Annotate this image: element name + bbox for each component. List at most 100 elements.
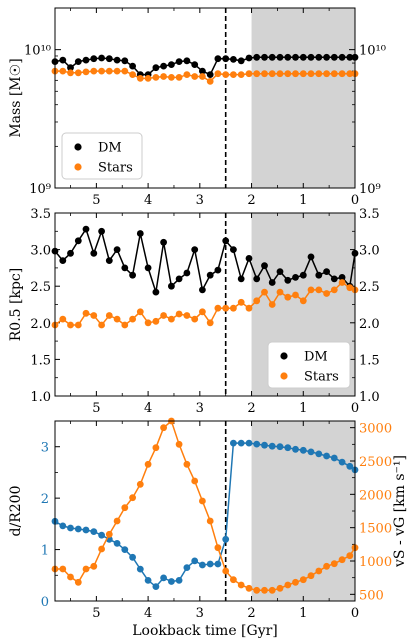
data-point-velocity (284, 581, 292, 589)
x-tick-label: 5 (92, 401, 100, 416)
y-tick-label-left: 2 (41, 492, 49, 507)
data-point-stars (74, 69, 82, 77)
x-tick-label: 2 (247, 606, 255, 621)
data-point-velocity (261, 586, 268, 594)
data-point-stars (253, 297, 261, 305)
data-point-stars (183, 71, 191, 78)
data-point-dm (214, 55, 222, 63)
data-point-dm (105, 257, 113, 264)
data-point-distance (183, 564, 191, 571)
series-line-stars (55, 70, 355, 83)
data-point-dm (175, 275, 183, 283)
data-point-stars (98, 321, 105, 329)
data-point-dm (323, 268, 330, 275)
data-point-distance (261, 441, 268, 449)
data-point-dm (136, 230, 144, 237)
x-tick-label: 1 (299, 193, 307, 208)
data-point-stars (105, 67, 113, 75)
data-point-distance (98, 531, 105, 539)
x-tick-label: 4 (144, 193, 152, 208)
data-point-dm (67, 64, 74, 72)
data-point-stars (136, 75, 144, 82)
data-point-dm (191, 61, 199, 68)
data-point-stars (59, 315, 67, 323)
data-point-stars (307, 70, 315, 78)
panel-mass: 5 4 3 2 1 0 10¹⁰ 10¹⁰ 10⁹ 10⁹ DM Stars Mass [M☉] (8, 7, 386, 208)
data-point-stars (346, 284, 354, 292)
data-point-dm (261, 262, 268, 270)
data-point-velocity (299, 576, 307, 584)
data-point-dm (168, 282, 175, 290)
data-point-stars (323, 290, 330, 297)
data-point-dm (121, 57, 129, 65)
data-point-stars (222, 71, 230, 78)
data-point-stars (183, 312, 191, 319)
data-point-stars (230, 71, 237, 78)
data-point-dm (261, 53, 268, 61)
data-point-stars (191, 315, 199, 323)
data-point-velocity (152, 444, 160, 452)
x-tick-label: 3 (196, 401, 204, 416)
data-point-distance (175, 577, 183, 584)
panel-half-mass-radius: 5 4 3 2 1 01.0 1.01.5 1.52.0 2.02.5 2.53.0 3.03.5 3… (8, 207, 380, 416)
data-point-stars (237, 71, 245, 78)
data-point-dm (299, 53, 307, 61)
x-tick-label: 5 (92, 606, 100, 621)
series-line-stars (54, 281, 356, 327)
y-tick-label-right: 2.0 (359, 317, 380, 332)
legend-marker (74, 143, 82, 151)
data-point-dm (253, 53, 261, 61)
data-point-dm (160, 62, 168, 70)
y-tick-label-right: 500 (359, 588, 384, 603)
data-point-stars (307, 286, 315, 294)
x-tick-label: 2 (247, 193, 255, 208)
data-point-velocity (199, 497, 206, 505)
y-tick-label-right: 1000 (359, 555, 392, 570)
data-point-distance (268, 442, 276, 450)
data-point-velocity (307, 572, 315, 580)
data-point-stars (199, 73, 206, 80)
data-point-velocity (183, 460, 191, 468)
data-point-stars (253, 70, 261, 78)
data-point-velocity (315, 567, 323, 575)
data-point-distance (129, 553, 137, 561)
data-point-dm (183, 269, 191, 277)
y-tick-label: 2.0 (30, 317, 51, 332)
data-point-distance (330, 454, 338, 462)
data-point-dm (268, 279, 276, 286)
data-point-stars (175, 74, 183, 81)
y-tick-label-right: 10¹⁰ (359, 44, 386, 59)
data-point-stars (315, 286, 323, 294)
x-tick-label: 4 (144, 401, 152, 416)
shaded-region (251, 8, 355, 188)
data-point-distance (253, 440, 261, 448)
data-point-distance (152, 583, 160, 590)
x-tick-label: 2 (247, 401, 255, 416)
data-point-velocity (253, 586, 261, 594)
y-tick-label-right: 2.5 (359, 280, 380, 295)
y-tick-label-right: 1.5 (359, 353, 380, 368)
y-axis-label-left: d/R200 (8, 486, 24, 537)
legend-box (267, 341, 351, 389)
legend-marker (74, 163, 82, 171)
data-point-velocity (144, 460, 152, 468)
data-point-dm (74, 237, 82, 245)
data-point-dm (82, 225, 90, 233)
y-tick-label-right: 2000 (359, 488, 392, 503)
data-point-velocity (129, 494, 137, 502)
data-point-distance (199, 561, 206, 569)
legend-marker (280, 352, 288, 360)
data-point-dm (67, 249, 74, 257)
y-tick-label-right: 3.5 (359, 207, 380, 222)
data-point-stars (121, 67, 129, 75)
y-tick-label-right: 1.0 (359, 390, 380, 405)
data-point-stars (245, 304, 253, 312)
data-point-dm (152, 288, 160, 296)
y-axis-label-right: vS - vG [km s⁻¹] (392, 455, 408, 568)
data-point-distance (292, 445, 299, 453)
data-point-distance (206, 560, 214, 568)
y-tick-label: 10⁹ (29, 182, 51, 197)
legend-marker (280, 372, 288, 380)
data-point-velocity (276, 584, 284, 592)
data-point-dm (253, 275, 261, 283)
